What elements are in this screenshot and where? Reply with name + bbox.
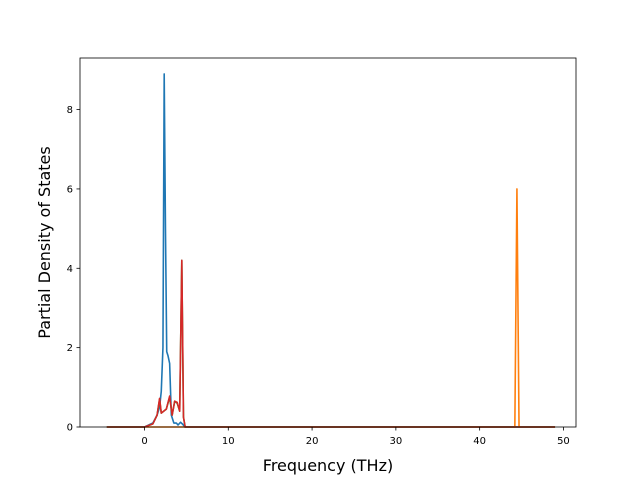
y-tick-label: 2	[67, 343, 73, 354]
y-tick-label: 8	[67, 105, 73, 116]
x-tick-label: 0	[141, 436, 147, 447]
series-line-2	[106, 188, 556, 428]
series-line-1	[106, 73, 556, 428]
y-tick-label: 0	[67, 423, 73, 434]
y-axis-ticks: 0 2 4 6 8	[67, 105, 80, 434]
x-tick-label: 40	[473, 436, 486, 447]
x-tick-label: 50	[557, 436, 570, 447]
plot-lines	[106, 73, 556, 428]
x-tick-label: 10	[222, 436, 235, 447]
y-axis-label: Partial Density of States	[35, 146, 54, 338]
y-tick-label: 6	[67, 184, 73, 195]
y-tick-label: 4	[67, 264, 73, 275]
series-line-4	[106, 259, 556, 428]
x-axis-label: Frequency (THz)	[263, 456, 393, 475]
x-axis-ticks: 0 10 20 30 40 50	[141, 427, 570, 447]
x-tick-label: 20	[306, 436, 319, 447]
x-tick-label: 30	[389, 436, 402, 447]
axes-frame	[79, 57, 577, 428]
